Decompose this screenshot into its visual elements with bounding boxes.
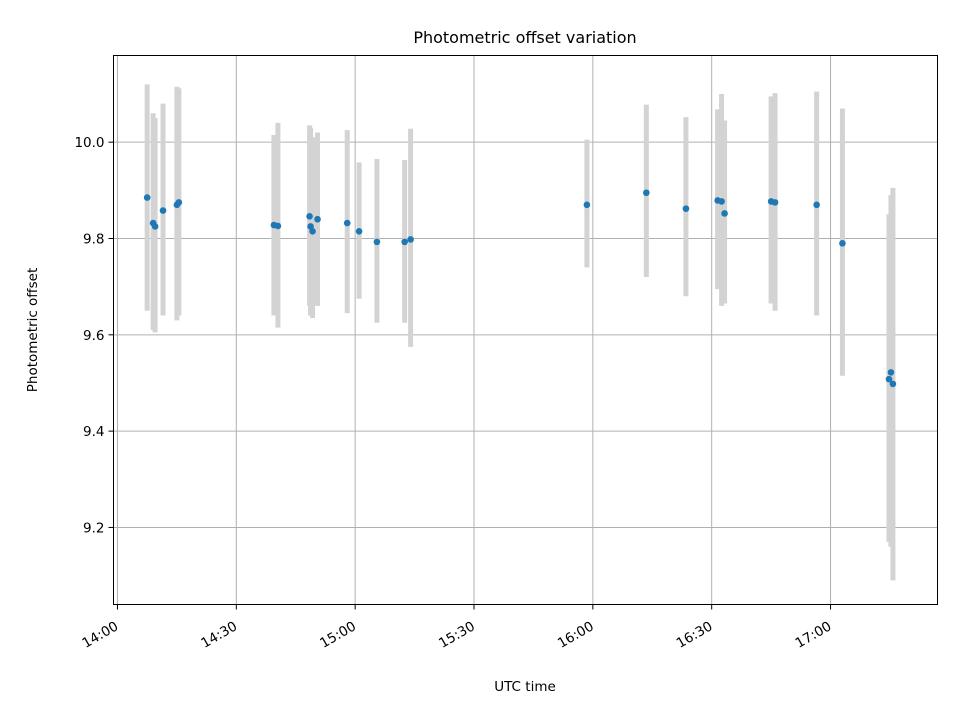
- x-tick-label: 15:00: [317, 618, 359, 651]
- y-tick-label: 10.0: [74, 135, 104, 151]
- data-point: [274, 222, 282, 230]
- data-point: [175, 199, 183, 206]
- data-point: [643, 189, 650, 197]
- data-point: [771, 199, 779, 206]
- data-point: [583, 201, 591, 209]
- data-point: [314, 215, 321, 223]
- data-point: [355, 227, 363, 235]
- data-point: [401, 238, 408, 246]
- x-axis: 14:00 14:30 15:00 15:30 16:00 16:30 17:00: [80, 604, 835, 652]
- y-axis: 9.2 9.4 9.6 9.8 10.0: [74, 135, 114, 536]
- data-point: [887, 369, 895, 376]
- data-point: [309, 227, 316, 235]
- data-point: [373, 238, 381, 246]
- x-tick-label: 15:30: [436, 618, 478, 651]
- plot-frame: [113, 55, 938, 605]
- data-point: [343, 219, 351, 227]
- data-points: [143, 189, 897, 388]
- x-tick-label: 16:30: [674, 618, 716, 651]
- data-point: [143, 194, 151, 201]
- chart-title: Photometric offset variation: [413, 28, 636, 47]
- data-point: [718, 198, 725, 205]
- x-axis-label: UTC time: [494, 679, 556, 695]
- y-axis-label: Photometric offset: [25, 268, 41, 392]
- data-point: [721, 210, 728, 217]
- x-tick-label: 17:00: [793, 618, 835, 651]
- data-point: [813, 201, 820, 209]
- grid: [113, 55, 938, 605]
- x-tick-label: 14:00: [80, 618, 122, 651]
- x-tick-label: 14:30: [198, 618, 240, 651]
- y-tick-label: 9.2: [83, 520, 104, 536]
- data-point: [889, 380, 897, 388]
- y-tick-label: 9.6: [83, 328, 104, 344]
- data-point: [306, 213, 313, 220]
- data-point: [407, 236, 414, 243]
- data-point: [682, 205, 690, 212]
- y-tick-label: 9.4: [83, 424, 104, 440]
- y-tick-label: 9.8: [83, 232, 104, 248]
- data-point: [839, 240, 846, 247]
- data-point: [885, 375, 893, 383]
- data-point: [159, 207, 167, 214]
- data-point: [151, 223, 159, 230]
- x-tick-label: 16:00: [555, 618, 597, 651]
- error-bars: [144, 84, 896, 581]
